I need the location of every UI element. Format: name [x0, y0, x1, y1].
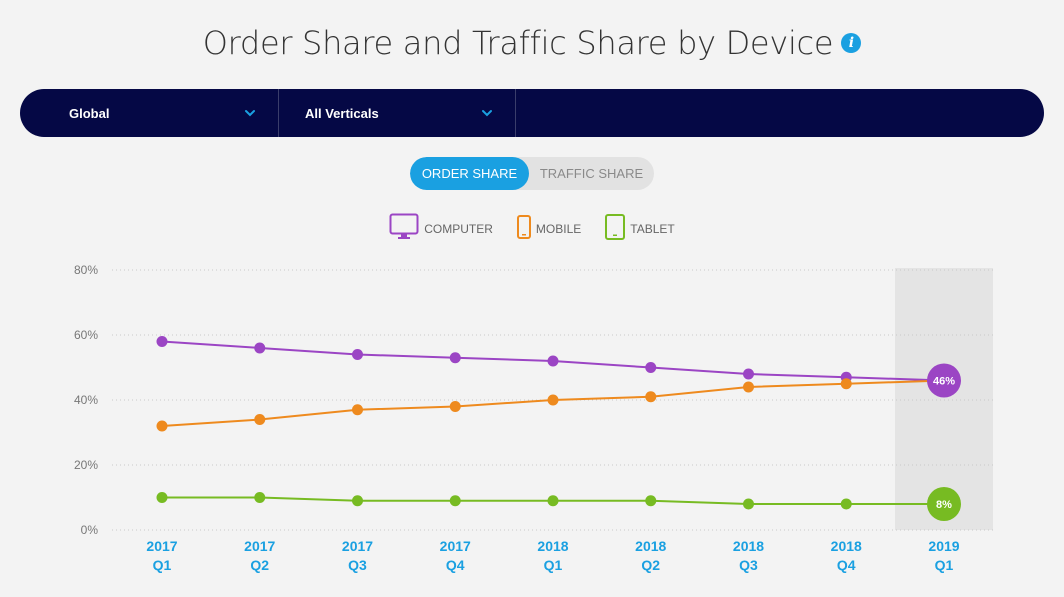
line-chart: 80% 60% 40% 20% 0% 2017 Q1 2017 Q2 2017 Q3 2017 Q4 20… — [74, 263, 993, 573]
highlight-column — [895, 268, 993, 530]
chevron-down-icon — [244, 107, 256, 119]
page-title: Order Share and Traffic Share by Device i — [0, 22, 1064, 62]
share-toggle: ORDER SHARE TRAFFIC SHARE — [410, 157, 654, 190]
x-tick-label-year: 2017 — [440, 538, 471, 554]
data-point-computer[interactable] — [449, 352, 461, 364]
data-point-tablet[interactable] — [840, 498, 852, 510]
data-point-tablet[interactable] — [449, 495, 461, 507]
data-label-computer: 46% — [933, 376, 955, 388]
x-tick-label-year: 2017 — [244, 538, 275, 554]
legend-item-computer[interactable]: COMPUTER — [389, 213, 493, 244]
data-point-mobile[interactable] — [743, 381, 754, 393]
data-point-computer[interactable] — [352, 349, 363, 360]
y-tick-label: 0% — [81, 523, 99, 537]
legend-label-tablet: TABLET — [630, 221, 675, 236]
data-point-mobile[interactable] — [156, 420, 168, 432]
traffic-share-button[interactable]: TRAFFIC SHARE — [539, 166, 644, 181]
region-dropdown-label: Global — [69, 105, 110, 121]
data-point-tablet[interactable] — [254, 492, 266, 503]
y-tick-label: 60% — [74, 328, 98, 342]
legend-item-mobile[interactable]: MOBILE — [516, 215, 582, 242]
x-tick-label-quarter: Q1 — [544, 557, 563, 573]
x-tick-label-quarter: Q2 — [641, 557, 660, 573]
legend-label-computer: COMPUTER — [424, 221, 493, 236]
x-tick-label-quarter: Q3 — [348, 557, 367, 573]
x-tick-label-year: 2018 — [733, 538, 764, 554]
end-point-tablet[interactable] — [927, 487, 961, 521]
data-point-tablet[interactable] — [743, 498, 754, 510]
region-dropdown[interactable]: Global — [20, 89, 279, 137]
data-point-mobile[interactable] — [254, 414, 266, 425]
x-tick-label-quarter: Q3 — [739, 557, 758, 573]
info-icon[interactable]: i — [841, 33, 862, 53]
legend-label-mobile: MOBILE — [535, 221, 582, 236]
x-tick-label-year: 2018 — [635, 538, 666, 554]
x-tick-label-year: 2017 — [342, 538, 373, 554]
data-point-computer[interactable] — [156, 336, 168, 347]
data-point-mobile[interactable] — [645, 391, 657, 403]
data-point-computer[interactable] — [254, 342, 266, 354]
data-point-computer[interactable] — [547, 355, 559, 367]
data-point-tablet[interactable] — [645, 495, 657, 507]
order-share-button[interactable]: ORDER SHARE — [410, 157, 529, 190]
x-tick-label-year: 2017 — [146, 538, 177, 554]
chevron-down-icon — [481, 107, 493, 119]
data-point-mobile[interactable] — [352, 404, 363, 416]
chart-legend: COMPUTER MOBILE TABLET — [0, 213, 1064, 244]
x-tick-label-quarter: Q2 — [250, 557, 269, 573]
data-point-mobile[interactable] — [547, 394, 559, 406]
vertical-dropdown[interactable]: All Verticals — [279, 89, 516, 137]
x-tick-label-quarter: Q4 — [837, 557, 856, 573]
monitor-icon — [389, 213, 419, 244]
data-point-tablet[interactable] — [547, 495, 559, 507]
y-tick-label: 80% — [74, 263, 98, 277]
tablet-icon — [605, 214, 626, 243]
x-tick-label-quarter: Q1 — [935, 557, 954, 573]
x-tick-label-year: 2018 — [831, 538, 862, 554]
data-point-computer[interactable] — [645, 362, 657, 373]
data-label-tablet: 8% — [936, 499, 952, 511]
data-point-tablet[interactable] — [352, 495, 363, 507]
data-point-mobile[interactable] — [840, 378, 852, 390]
data-point-tablet[interactable] — [156, 492, 168, 503]
data-point-mobile[interactable] — [449, 401, 461, 412]
phone-icon — [516, 215, 531, 242]
page-title-text: Order Share and Traffic Share by Device — [202, 24, 834, 62]
y-tick-label: 20% — [74, 458, 98, 472]
x-tick-label-quarter: Q4 — [446, 557, 465, 573]
x-tick-label-year: 2019 — [928, 538, 959, 554]
x-tick-label-quarter: Q1 — [153, 557, 172, 573]
vertical-dropdown-label: All Verticals — [305, 105, 379, 121]
legend-item-tablet[interactable]: TABLET — [605, 214, 675, 243]
filter-bar: Global All Verticals — [20, 89, 1044, 137]
y-tick-label: 40% — [74, 393, 98, 407]
end-point-computer[interactable] — [927, 363, 961, 398]
data-point-computer[interactable] — [743, 368, 754, 380]
x-tick-label-year: 2018 — [537, 538, 568, 554]
